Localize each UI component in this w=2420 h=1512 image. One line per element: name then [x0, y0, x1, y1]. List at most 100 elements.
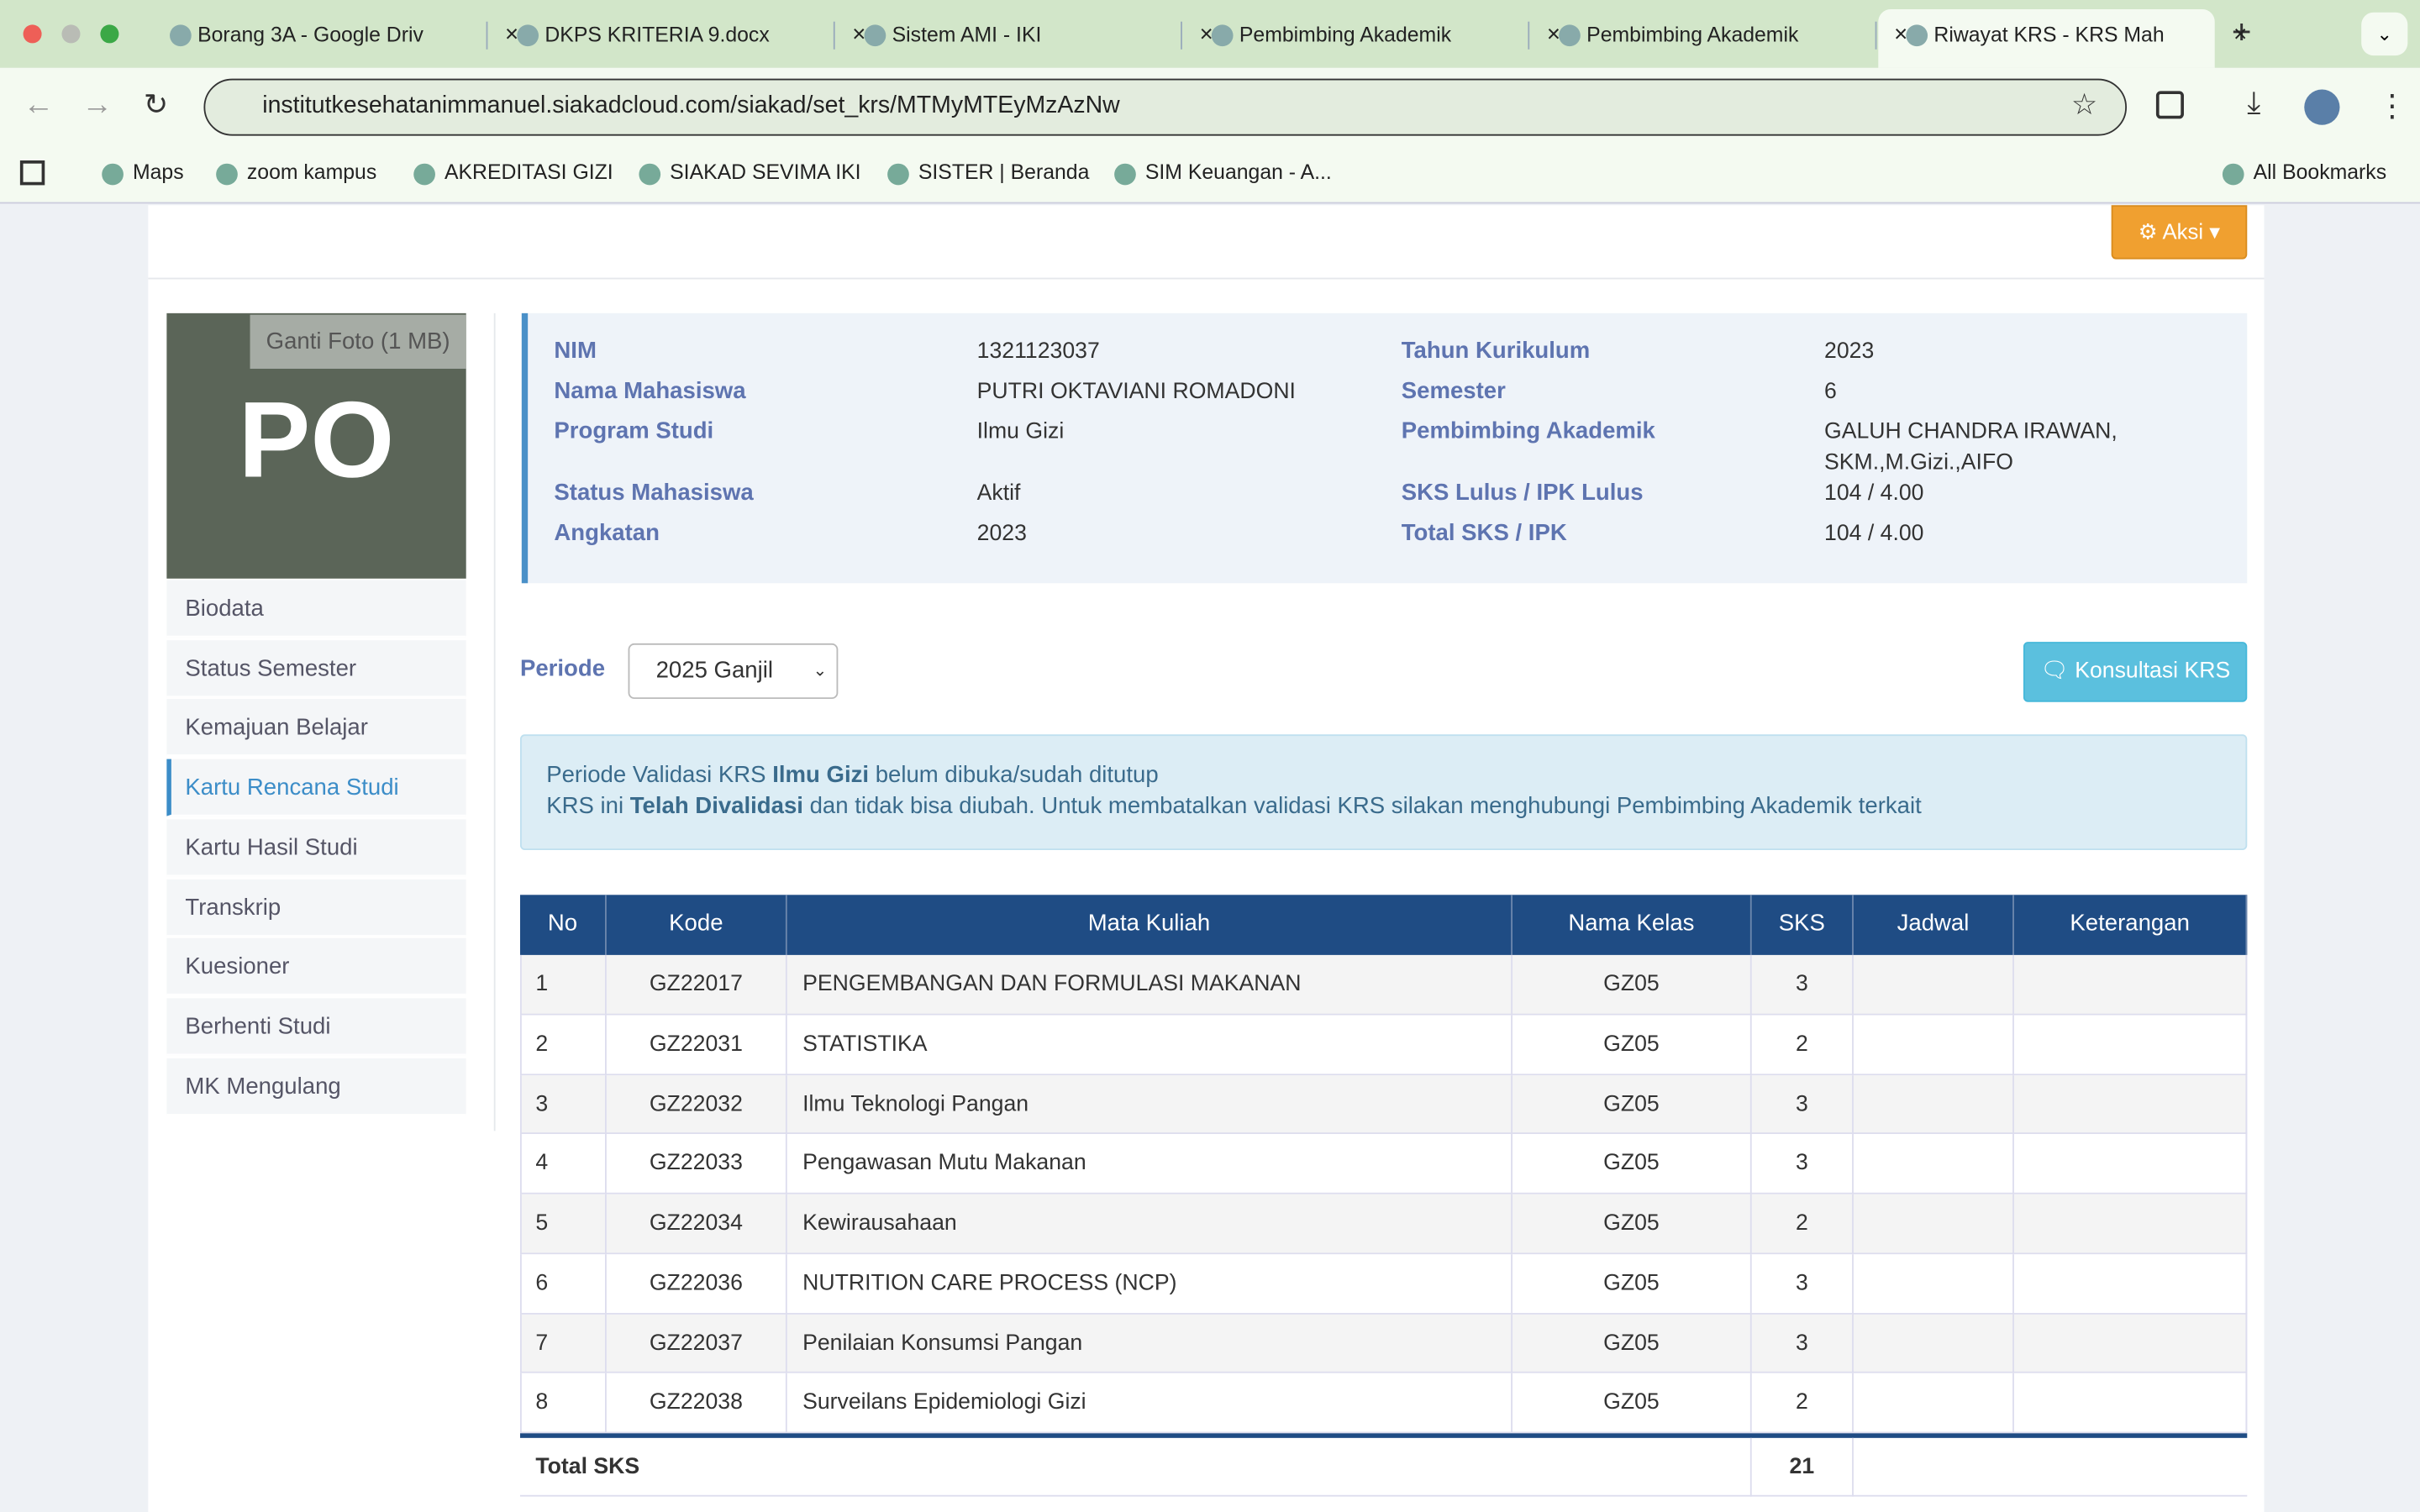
menu-dots[interactable]: ⋮ — [2376, 89, 2408, 123]
table-cell: GZ05 — [1512, 1194, 1752, 1254]
tab[interactable]: Pembimbing Akademik × — [1196, 13, 1572, 59]
table-cell: 2 — [1752, 1194, 1854, 1254]
tab[interactable]: Sistem AMI - IKI × — [849, 13, 1225, 59]
table-cell: Penilaian Konsumsi Pangan — [787, 1313, 1513, 1374]
tab[interactable]: DKPS KRITERIA 9.docx × — [502, 13, 878, 59]
tab-title: Pembimbing Akademik — [1586, 23, 1799, 47]
table-cell: GZ05 — [1512, 1015, 1752, 1075]
tab-close[interactable]: × — [1546, 21, 1560, 48]
back[interactable]: ← — [23, 87, 55, 123]
info-label: Angkatan — [554, 519, 660, 547]
tab-icon — [1211, 24, 1234, 47]
empty-cell — [2014, 1074, 2248, 1135]
bookmark[interactable]: SIAKAD SEVIMA IKI — [639, 160, 861, 186]
table-cell: Pengawasan Mutu Makanan — [787, 1134, 1513, 1194]
menu-item[interactable]: Berhenti Studi — [166, 998, 466, 1056]
table-cell: GZ22034 — [607, 1194, 787, 1254]
tab-close[interactable]: × — [1894, 21, 1908, 48]
minimize-window[interactable] — [61, 24, 81, 44]
close-window[interactable] — [23, 24, 42, 44]
empty-cell — [1854, 1253, 2014, 1314]
bookmark[interactable]: SISTER | Beranda — [887, 160, 1089, 186]
tab[interactable]: Riwayat KRS - KRS Mah × — [1891, 13, 2260, 59]
menu-item[interactable]: Status Semester — [166, 639, 466, 697]
tab-separator — [833, 21, 835, 50]
menu-item[interactable]: Kemajuan Belajar — [166, 699, 466, 757]
table-row — [519, 954, 2248, 1016]
menu-item[interactable]: Biodata — [166, 580, 466, 638]
tab-title: Riwayat KRS - KRS Mah — [1933, 23, 2165, 47]
tab-close[interactable]: × — [2233, 21, 2248, 48]
tab-title: Sistem AMI - IKI — [892, 23, 1042, 47]
table-header — [519, 895, 2248, 955]
table-cell: 3 — [1752, 1134, 1854, 1194]
table-cell: 3 — [1752, 954, 1854, 1016]
table-cell: PENGEMBANGAN DAN FORMULASI MAKANAN — [787, 954, 1513, 1016]
tab[interactable]: Pembimbing Akademik × — [1544, 13, 1920, 59]
change-photo[interactable]: Ganti Foto (1 MB) — [250, 314, 466, 369]
bookmark[interactable]: SIM Keuangan - A... — [1114, 160, 1332, 186]
tab-close[interactable]: × — [505, 21, 519, 48]
consult-label: Konsultasi KRS — [2075, 659, 2231, 684]
column-header: Kode — [607, 895, 787, 955]
maximize-window[interactable] — [100, 24, 119, 44]
table-cell: 2 — [1752, 1015, 1854, 1075]
total-row — [519, 1438, 2248, 1497]
info-value: Aktif — [976, 481, 1021, 507]
forward[interactable]: → — [82, 87, 113, 123]
action-label: Aksi — [2162, 218, 2204, 244]
apps[interactable] — [19, 160, 45, 186]
action-button[interactable]: ⚙ Aksi ▾ — [2111, 205, 2248, 260]
table-cell: Surveilans Epidemiologi Gizi — [787, 1373, 1513, 1434]
tab-separator — [1875, 21, 1877, 50]
info-label: Program Studi — [554, 417, 714, 444]
tab-close[interactable]: × — [852, 21, 866, 48]
empty-cell — [2014, 1313, 2248, 1374]
menu-item[interactable]: Kuesioner — [166, 938, 466, 996]
empty-cell — [2014, 1015, 2248, 1075]
bookmark[interactable]: Maps — [102, 160, 184, 186]
initials: PO — [238, 379, 395, 501]
tab-icon — [1906, 24, 1928, 47]
menu-item[interactable]: Kartu Rencana Studi — [166, 759, 466, 816]
tab-close[interactable]: × — [1199, 21, 1213, 48]
all-bookmarks[interactable]: All Bookmarks — [2222, 160, 2386, 186]
extensions[interactable] — [2155, 91, 2184, 119]
table-cell: GZ22037 — [607, 1313, 787, 1374]
table-cell: GZ22036 — [607, 1253, 787, 1314]
menu-item[interactable]: Kartu Hasil Studi — [166, 818, 466, 876]
table-cell: Kewirausahaan — [787, 1194, 1513, 1254]
address-bar[interactable] — [203, 78, 2128, 136]
info-value: PUTRI OKTAVIANI ROMADONI — [976, 379, 1296, 405]
info-label: Semester — [1401, 378, 1506, 405]
consult-button[interactable]: 🗨 Konsultasi KRS — [2023, 642, 2248, 702]
column-header: Keterangan — [2014, 895, 2248, 955]
table-cell: GZ05 — [1512, 1253, 1752, 1314]
periode-select[interactable]: 2025 Ganjil ⌄ — [628, 643, 839, 700]
empty-cell — [2014, 1253, 2248, 1314]
table-cell: 2 — [520, 1015, 607, 1075]
bookmark[interactable]: AKREDITASI GIZI — [413, 160, 613, 186]
table-cell: GZ22017 — [607, 954, 787, 1016]
info-label: Total SKS / IPK — [1401, 519, 1567, 547]
bookmark-star[interactable]: ☆ — [2070, 89, 2098, 123]
column-header: Mata Kuliah — [787, 895, 1513, 955]
tab-search[interactable]: ⌄ — [2361, 12, 2408, 56]
table-cell: NUTRITION CARE PROCESS (NCP) — [787, 1253, 1513, 1314]
reload[interactable]: ↻ — [143, 89, 169, 123]
menu-item[interactable]: Transkrip — [166, 879, 466, 936]
table-cell: 4 — [520, 1134, 607, 1194]
new-tab[interactable]: + — [2231, 12, 2252, 51]
profile-avatar[interactable] — [2304, 89, 2340, 125]
menu-item[interactable]: MK Mengulang — [166, 1058, 466, 1116]
empty-cell — [1854, 1134, 2014, 1194]
column-header: Nama Kelas — [1512, 895, 1752, 955]
tab[interactable]: Borang 3A - Google Driv × — [155, 13, 531, 59]
downloads[interactable]: ⤓ — [2247, 86, 2261, 121]
alert-line: KRS ini Telah Divalidasi dan tidak bisa … — [546, 793, 1922, 819]
table-cell: 2 — [1752, 1373, 1854, 1434]
bookmark[interactable]: zoom kampus — [216, 160, 376, 186]
info-value: 104 / 4.00 — [1824, 481, 1924, 507]
info-label: Status Mahasiswa — [554, 480, 754, 507]
